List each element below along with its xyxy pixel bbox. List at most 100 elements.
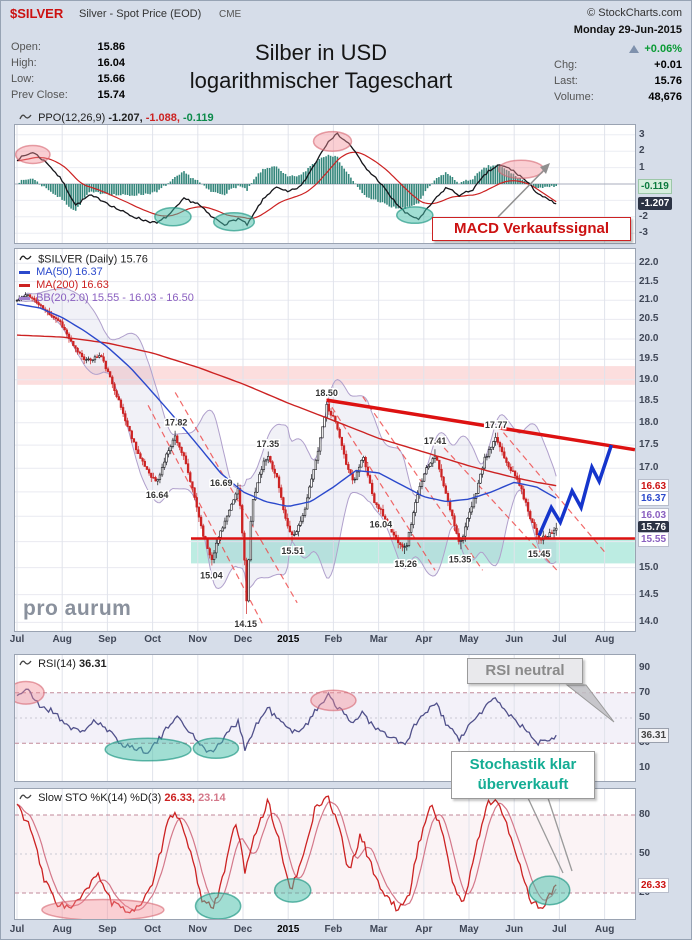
- month-label: Mar: [369, 634, 388, 645]
- low-label: Low:: [11, 73, 35, 85]
- month-axis-bottom: Jul Aug Sep Oct Nov Dec 2015 Feb Mar Apr May Jun Jul…: [1, 924, 691, 938]
- month-label: Feb: [324, 634, 343, 645]
- svg-text:16.69: 16.69: [210, 478, 233, 488]
- last-label: Last:: [554, 75, 578, 87]
- axis-tick-label: 50: [639, 712, 651, 723]
- ppo-value: -1.207,: [108, 112, 143, 124]
- price-legend-bb: BB(20,2.0) 15.55 - 16.03 - 16.50: [19, 292, 194, 305]
- triangle-up-icon: [629, 45, 640, 53]
- high-value: 16.04: [97, 57, 125, 69]
- svg-text:15.04: 15.04: [200, 571, 223, 581]
- chg-row: Chg: +0.01: [554, 57, 682, 73]
- month-label: Jun: [505, 924, 524, 935]
- axis-tick-label: 18.5: [639, 394, 659, 406]
- axis-tick-label: 15.0: [639, 561, 659, 573]
- open-label: Open:: [11, 41, 41, 53]
- month-label: Jun: [505, 634, 524, 645]
- month-label: Sep: [98, 634, 117, 645]
- axis-tick-label: 50: [639, 848, 651, 859]
- quote-summary: +0.06% Chg: +0.01 Last: 15.76 Volume: 48…: [554, 41, 682, 105]
- price-legend-ma50: MA(50) 16.37: [19, 266, 194, 279]
- sto-d-value: 23.14: [198, 792, 226, 804]
- volume-label: Volume:: [554, 91, 594, 103]
- svg-text:15.51: 15.51: [281, 546, 304, 556]
- month-label: Aug: [52, 924, 72, 935]
- month-label: Jul: [9, 634, 25, 645]
- sto-params: Slow STO %K(14) %D(3): [38, 792, 162, 804]
- month-label: Mar: [369, 924, 388, 935]
- sto-k-value: 26.33,: [164, 792, 195, 804]
- svg-text:18.50: 18.50: [315, 388, 338, 398]
- open-row: Open: 15.86: [11, 41, 125, 57]
- month-label: Sep: [98, 924, 117, 935]
- axis-tick-label: 21.0: [639, 294, 659, 306]
- month-label: Apr: [415, 634, 433, 645]
- exchange: CME: [219, 9, 242, 20]
- month-label: Jul: [552, 924, 567, 935]
- axis-tick-label: 17.5: [639, 439, 659, 451]
- rsi-neutral-annotation: RSI neutral: [467, 658, 583, 684]
- axis-tick-label: 2: [639, 145, 645, 157]
- svg-text:16.64: 16.64: [146, 490, 169, 500]
- axis-tick-label: 14.5: [639, 588, 659, 600]
- volume-row: Volume: 48,676: [554, 89, 682, 105]
- month-label: Oct: [144, 924, 161, 935]
- svg-text:16.04: 16.04: [370, 519, 393, 529]
- chart-title-line2: logarithmischer Tageschart: [189, 68, 453, 93]
- axis-tick-label: 80: [639, 809, 651, 820]
- svg-text:14.15: 14.15: [234, 619, 257, 629]
- sto-annotation-line2: überverkauft: [477, 776, 569, 793]
- price-legend-bb-text: BB(20,2.0) 15.55 - 16.03 - 16.50: [36, 292, 194, 304]
- month-label: May: [459, 634, 479, 645]
- ma200-line-icon: [19, 283, 30, 287]
- price-legend-symbol: $SILVER (Daily) 15.76: [19, 253, 194, 266]
- ppo-params: PPO(12,26,9): [38, 112, 106, 124]
- rsi-params: RSI(14): [38, 658, 76, 670]
- svg-text:17.82: 17.82: [165, 418, 188, 428]
- chg-label: Chg:: [554, 59, 578, 71]
- month-label: Dec: [233, 634, 253, 645]
- month-label: Aug: [52, 634, 72, 645]
- svg-text:15.26: 15.26: [394, 559, 417, 569]
- axis-tick-label: -3: [639, 227, 648, 239]
- month-label: Oct: [144, 634, 161, 645]
- axis-tick-label: 3: [639, 128, 645, 140]
- ma50-line-icon: [19, 270, 30, 274]
- month-label: 2015: [277, 634, 300, 645]
- month-label: May: [459, 924, 479, 935]
- sto-line-icon: [19, 792, 32, 804]
- sto-legend: Slow STO %K(14) %D(3) 26.33, 23.14: [19, 792, 226, 804]
- price-legend-ma50-text: MA(50) 16.37: [36, 266, 103, 278]
- axis-tick-label: 10: [639, 762, 651, 774]
- svg-text:15.45: 15.45: [528, 549, 551, 559]
- rsi-line-icon: [19, 658, 32, 670]
- prev-close-value: 15.74: [97, 89, 125, 101]
- chart-date: Monday 29-Jun-2015: [573, 24, 682, 36]
- axis-tick-label: 19.0: [639, 373, 659, 385]
- svg-text:17.77: 17.77: [485, 420, 508, 430]
- ppo-legend: PPO(12,26,9) -1.207, -1.088, -0.119: [19, 112, 214, 124]
- axis-tick-label: -2: [639, 210, 648, 222]
- svg-text:15.35: 15.35: [449, 554, 472, 564]
- axis-value-label: -1.207: [638, 196, 673, 210]
- rsi-value: 36.31: [79, 658, 107, 670]
- month-label: Nov: [188, 634, 208, 645]
- price-line-icon: [19, 253, 32, 266]
- last-row: Last: 15.76: [554, 73, 682, 89]
- stochastic-oversold-annotation: Stochastik klar überverkauft: [451, 751, 595, 799]
- axis-tick-label: 19.5: [639, 353, 659, 365]
- price-legend-ma200-text: MA(200) 16.63: [36, 279, 109, 291]
- ppo-signal-value: -1.088,: [145, 112, 180, 124]
- low-row: Low: 15.66: [11, 73, 125, 89]
- axis-tick-label: 14.0: [639, 616, 659, 628]
- axis-tick-label: 1: [639, 161, 645, 173]
- sto-panel-plot: [14, 788, 636, 920]
- chg-value: +0.01: [654, 59, 682, 71]
- axis-value-label: 16.37: [638, 491, 670, 507]
- axis-tick-label: 70: [639, 686, 651, 698]
- ppo-hist-value: -0.119: [183, 112, 214, 124]
- copyright: © StockCharts.com: [587, 7, 682, 19]
- rsi-legend: RSI(14) 36.31: [19, 658, 107, 670]
- chart-title: Silber in USD logarithmischer Tageschart: [151, 39, 491, 95]
- pro-aurum-watermark: pro aurum: [23, 597, 132, 620]
